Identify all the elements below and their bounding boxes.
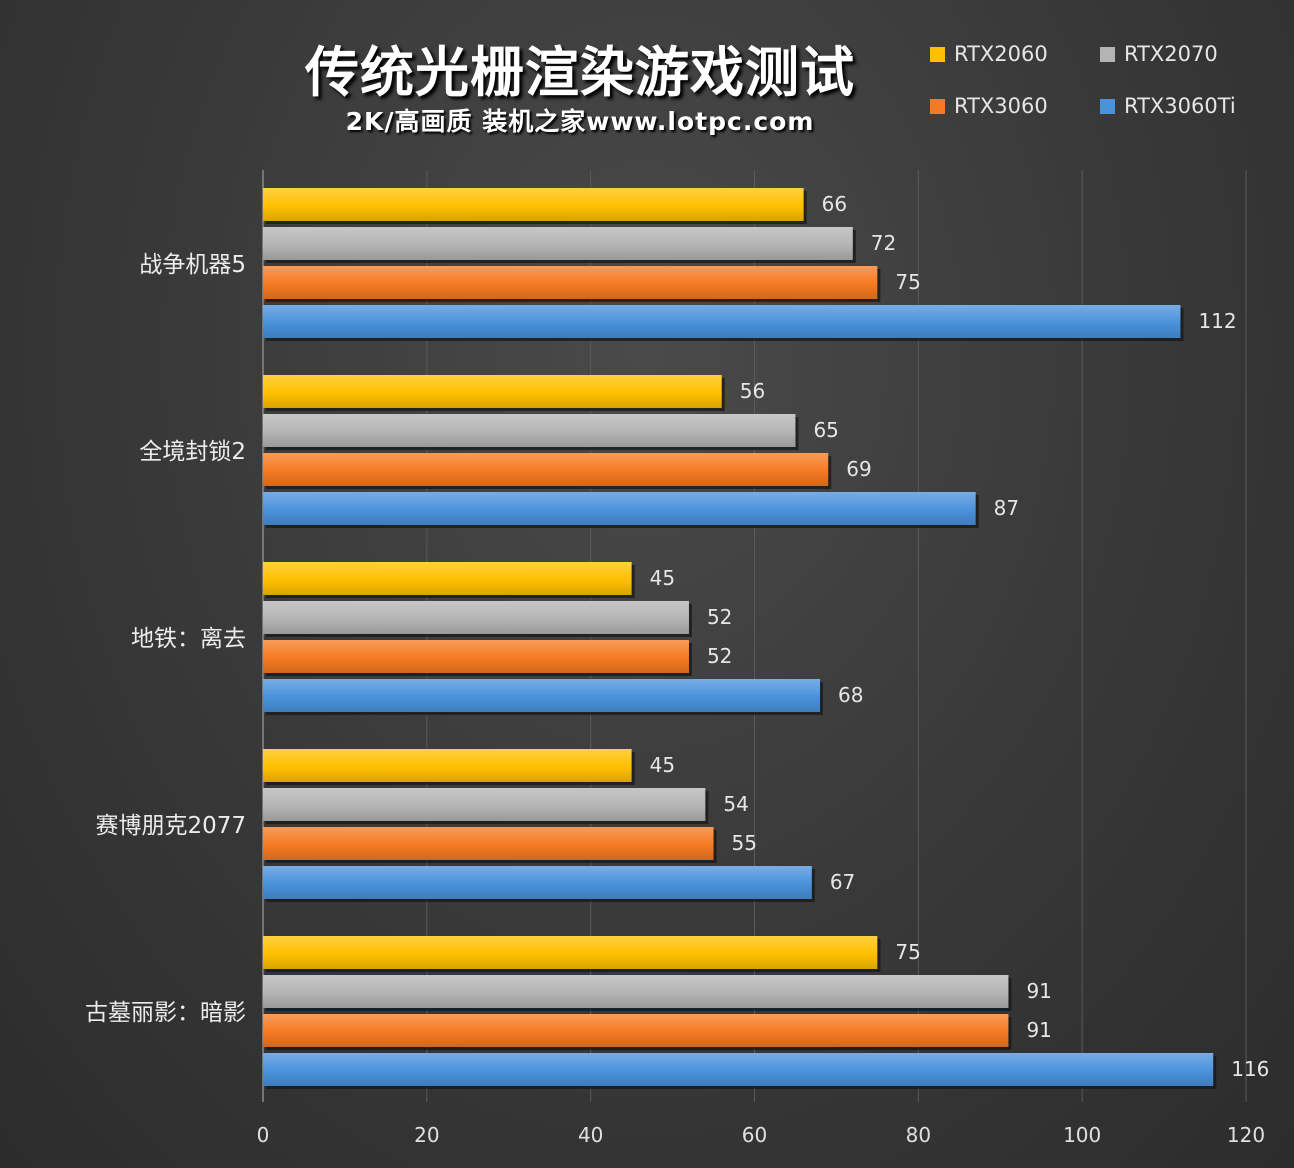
chart-title: 传统光栅渲染游戏测试 bbox=[305, 41, 855, 104]
legend-item-rtx3060ti: RTX3060Ti bbox=[1100, 94, 1236, 118]
legend-swatch bbox=[1100, 46, 1115, 62]
category-label: 赛博朋克2077 bbox=[95, 813, 246, 839]
legend-swatch bbox=[930, 98, 945, 114]
legend-swatch bbox=[1100, 98, 1115, 114]
legend-label: RTX3060Ti bbox=[1124, 94, 1236, 118]
x-tick-label: 0 bbox=[257, 1123, 270, 1147]
data-label: 56 bbox=[740, 379, 765, 403]
data-label: 68 bbox=[838, 683, 863, 707]
x-tick-label: 20 bbox=[414, 1123, 439, 1147]
category-label: 地铁：离去 bbox=[131, 626, 246, 652]
data-label: 65 bbox=[813, 418, 838, 442]
data-label: 66 bbox=[822, 192, 847, 216]
data-label: 91 bbox=[1026, 979, 1051, 1003]
bar-rtx2060 bbox=[263, 562, 632, 595]
data-label: 55 bbox=[732, 831, 757, 855]
x-tick-label: 120 bbox=[1227, 1123, 1265, 1147]
bar-rtx3060ti bbox=[263, 866, 812, 899]
category-label: 古墓丽影：暗影 bbox=[85, 1000, 246, 1026]
bar-rtx3060ti bbox=[263, 305, 1181, 338]
bar-rtx3060 bbox=[263, 266, 878, 299]
bar-rtx3060ti bbox=[263, 1053, 1214, 1086]
data-label: 112 bbox=[1198, 309, 1236, 333]
data-label: 52 bbox=[707, 605, 732, 629]
data-label: 87 bbox=[994, 496, 1019, 520]
legend-label: RTX2060 bbox=[954, 42, 1048, 66]
data-label: 52 bbox=[707, 644, 732, 668]
x-tick-label: 60 bbox=[742, 1123, 767, 1147]
x-tick-label: 40 bbox=[578, 1123, 603, 1147]
data-label: 72 bbox=[871, 231, 896, 255]
data-label: 45 bbox=[650, 566, 675, 590]
bar-rtx3060 bbox=[263, 640, 689, 673]
bar-rtx2070 bbox=[263, 227, 853, 260]
bar-rtx3060ti bbox=[263, 679, 821, 712]
category-label: 全境封锁2 bbox=[139, 439, 246, 465]
legend-label: RTX2070 bbox=[1124, 42, 1218, 66]
data-label: 116 bbox=[1231, 1057, 1269, 1081]
bar-rtx3060 bbox=[263, 453, 829, 486]
category-label: 战争机器5 bbox=[139, 252, 246, 278]
bar-rtx2060 bbox=[263, 936, 878, 969]
x-tick-label: 100 bbox=[1063, 1123, 1101, 1147]
bar-rtx2070 bbox=[263, 788, 706, 821]
bar-rtx3060 bbox=[263, 827, 714, 860]
data-label: 69 bbox=[846, 457, 871, 481]
chart-subtitle: 2K/高画质 装机之家www.lotpc.com bbox=[345, 107, 815, 136]
bar-rtx2060 bbox=[263, 188, 804, 221]
legend-label: RTX3060 bbox=[954, 94, 1048, 118]
legend-swatch bbox=[930, 46, 945, 62]
data-label: 75 bbox=[895, 940, 920, 964]
legend-item-rtx2060: RTX2060 bbox=[930, 42, 1048, 66]
bar-rtx2060 bbox=[263, 749, 632, 782]
data-label: 45 bbox=[650, 753, 675, 777]
data-label: 75 bbox=[895, 270, 920, 294]
legend-item-rtx3060: RTX3060 bbox=[930, 94, 1048, 118]
data-label: 67 bbox=[830, 870, 855, 894]
data-label: 91 bbox=[1026, 1018, 1051, 1042]
bar-rtx2060 bbox=[263, 375, 722, 408]
bar-rtx3060 bbox=[263, 1014, 1009, 1047]
legend-item-rtx2070: RTX2070 bbox=[1100, 42, 1218, 66]
data-label: 54 bbox=[723, 792, 748, 816]
x-tick-label: 80 bbox=[906, 1123, 931, 1147]
bar-rtx3060ti bbox=[263, 492, 976, 525]
bar-rtx2070 bbox=[263, 414, 796, 447]
bar-rtx2070 bbox=[263, 601, 689, 634]
bar-rtx2070 bbox=[263, 975, 1009, 1008]
